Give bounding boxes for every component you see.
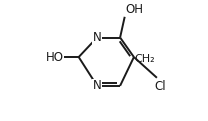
Text: CH₂: CH₂ [134,54,155,64]
Text: N: N [93,31,102,44]
Text: HO: HO [46,51,64,64]
Text: N: N [93,79,102,92]
Text: OH: OH [126,3,144,16]
Text: Cl: Cl [155,80,166,93]
